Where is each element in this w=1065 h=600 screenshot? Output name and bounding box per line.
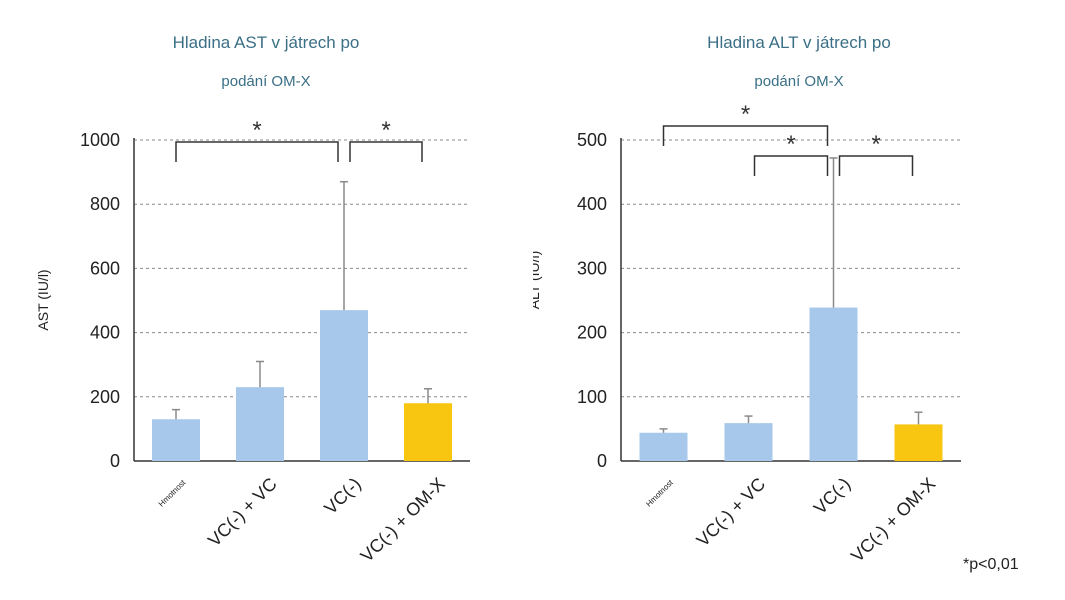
y-tick-label: 400 (90, 323, 120, 343)
y-tick-label: 100 (577, 387, 607, 407)
ast-chart-panel: Hladina AST v játrech po podání OM-X 0 20… (0, 0, 532, 600)
ast-bar-chart: 0 200 400 600 800 1000 AST (IU/l) Hmotnost VC(-)… (35, 117, 470, 566)
alt-bar-chart: 0 100 200 300 400 500 ALT (IU/l) Hmotnost VC(-) … (533, 101, 961, 566)
x-tick-label: Hmotnost (157, 478, 188, 509)
bar-2 (724, 423, 773, 461)
x-tick-label: VC(-) (810, 474, 855, 519)
y-tick-label: 1000 (80, 130, 120, 150)
y-tick-label: 200 (577, 323, 607, 343)
ast-chart-title: Hladina AST v játrech po (172, 33, 360, 52)
bar-4 (404, 403, 452, 461)
significance-bracket (349, 141, 423, 162)
significance-star: * (252, 117, 261, 144)
significance-star: * (381, 117, 390, 144)
significance-star: * (741, 101, 750, 128)
significance-bracket (175, 141, 339, 162)
bar-1 (639, 432, 688, 461)
bar-4 (894, 424, 943, 461)
alt-chart-subtitle: podání OM-X (754, 73, 844, 90)
y-tick-label: 200 (90, 387, 120, 407)
significance-bracket (662, 125, 829, 146)
y-axis-label: ALT (IU/l) (533, 251, 542, 310)
significance-star: * (786, 131, 795, 158)
x-tick-label: VC(-) + VC (693, 474, 770, 551)
y-tick-label: 0 (110, 451, 120, 471)
bar-3 (320, 310, 368, 461)
significance-bracket (753, 155, 829, 176)
significance-bracket (838, 155, 914, 176)
y-tick-label: 600 (90, 258, 120, 278)
x-tick-label: VC(-) + VC (204, 474, 281, 551)
significance-footnote: *p<0,01 (963, 556, 1019, 573)
y-tick-label: 0 (597, 451, 607, 471)
x-tick-label: Hmotnost (644, 478, 675, 509)
y-tick-label: 800 (90, 194, 120, 214)
x-tick-label: VC(-) (320, 474, 365, 519)
y-tick-label: 300 (577, 258, 607, 278)
y-tick-label: 400 (577, 194, 607, 214)
bar-2 (236, 387, 284, 461)
alt-chart-title: Hladina ALT v játrech po (707, 33, 891, 52)
x-tick-label: VC(-) + OM-X (847, 474, 939, 566)
alt-chart-panel: Hladina ALT v játrech po podání OM-X 0 10… (533, 0, 1065, 600)
y-axis-label: AST (IU/l) (35, 269, 51, 330)
significance-star: * (871, 131, 880, 158)
ast-chart-subtitle: podání OM-X (221, 73, 311, 90)
x-tick-label: VC(-) + OM-X (357, 474, 449, 566)
y-tick-label: 500 (577, 130, 607, 150)
bar-1 (152, 419, 200, 461)
bar-3 (809, 307, 858, 461)
